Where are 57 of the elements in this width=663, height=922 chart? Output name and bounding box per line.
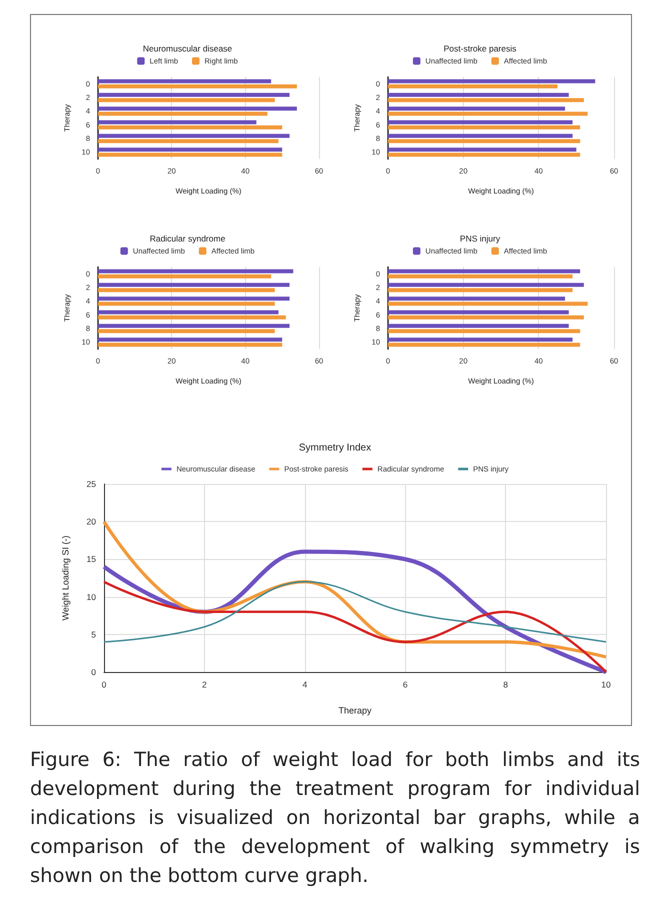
bar: [388, 79, 596, 84]
bar: [98, 134, 290, 138]
bar: [388, 269, 580, 274]
bar: [388, 342, 580, 347]
bar: [98, 92, 290, 97]
bar: [388, 148, 576, 152]
bar: [388, 125, 580, 130]
bar: [98, 112, 268, 116]
chart-title: Symmetry Index: [298, 442, 372, 454]
x-axis-title: Therapy: [338, 706, 372, 716]
bar: [388, 329, 580, 334]
bar: [388, 106, 566, 111]
chart-title: Radicular syndrome: [150, 234, 226, 244]
bar: [388, 152, 580, 157]
bar: [388, 338, 573, 342]
bar: [98, 84, 297, 88]
bar: [388, 282, 584, 287]
bar: [388, 134, 573, 138]
bar: [388, 288, 573, 292]
y-tick-label: 20: [86, 516, 96, 527]
caption: Figure 6: The ratio of weight load for both limbs and its development during the treatment program for individual indications is visualized on horizontal bar graphs, while a comparison of the development of walking symmetry is shown on the bottom curve graph.: [30, 747, 640, 889]
bar: [388, 84, 558, 88]
bar: [388, 98, 584, 102]
bar: [388, 139, 580, 144]
bar: [388, 112, 588, 116]
bar: [388, 310, 569, 314]
line-series: [103, 581, 607, 643]
chart-title: PNS injury: [460, 234, 501, 244]
x-tick-label: 6: [402, 680, 408, 690]
chart-title: Post-stroke paresis: [444, 44, 516, 54]
bar: [98, 125, 282, 130]
bar: [388, 296, 566, 301]
bar: [388, 120, 573, 124]
bar: [388, 274, 573, 278]
bar: [388, 302, 588, 306]
bar: [388, 315, 584, 320]
y-tick-label: 10: [86, 592, 96, 602]
x-tick-label: 4: [302, 680, 308, 690]
y-tick-label: 0: [91, 667, 96, 677]
bar: [388, 324, 569, 328]
y-tick-label: 5: [91, 629, 96, 640]
bar: [98, 120, 256, 124]
x-tick-label: 0: [102, 680, 107, 690]
y-axis-title: Weight Loading SI (-): [60, 536, 70, 620]
x-tick-label: 10: [601, 680, 611, 690]
bar: [98, 106, 297, 111]
x-tick-label: 8: [503, 680, 508, 690]
x-tick-label: 2: [202, 680, 208, 690]
bar: [98, 152, 282, 157]
bar: [98, 148, 282, 152]
chart-title: Neuromuscular disease: [142, 44, 232, 54]
bar: [98, 79, 272, 84]
bar: [388, 92, 569, 97]
bar: [98, 98, 275, 102]
bar: [98, 139, 278, 144]
y-tick-label: 15: [86, 554, 96, 564]
y-tick-label: 25: [86, 479, 96, 489]
